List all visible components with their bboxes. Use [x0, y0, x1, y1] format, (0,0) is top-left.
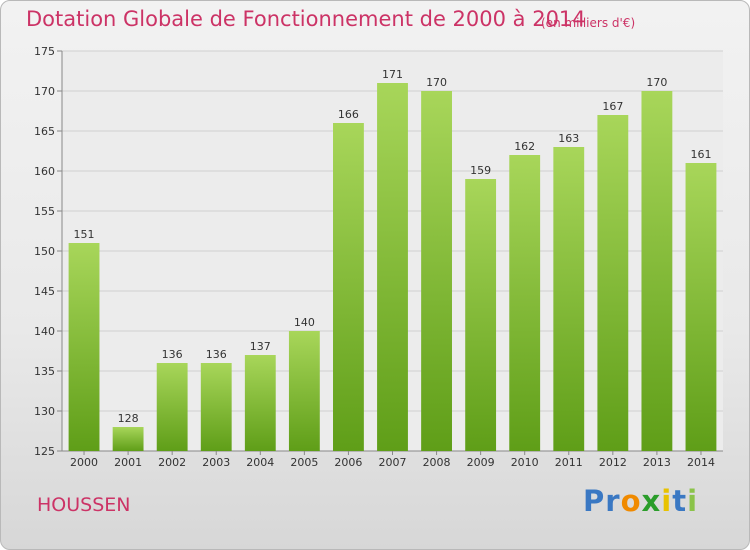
- x-tick-label-2008: 2008: [423, 456, 451, 469]
- logo-letter: P: [583, 484, 606, 518]
- y-tick-label: 170: [34, 85, 55, 98]
- y-tick-label: 130: [34, 405, 55, 418]
- y-tick-label: 160: [34, 165, 55, 178]
- y-tick-label: 135: [34, 365, 55, 378]
- label-layer: 151 128 136 136 137 140 166 171 170 159 162 163 167 1…: [74, 68, 712, 425]
- x-tick-label-2010: 2010: [511, 456, 539, 469]
- bar-2013: [641, 91, 673, 451]
- bar-2007: [377, 83, 408, 451]
- value-label-2010: 162: [514, 140, 535, 153]
- bar-layer: [68, 83, 717, 451]
- bar-2010: [509, 155, 541, 451]
- commune-name: HOUSSEN: [37, 494, 131, 516]
- x-tick-label-2001: 2001: [114, 456, 142, 469]
- x-tick-label-2003: 2003: [202, 456, 230, 469]
- y-tick-label: 175: [34, 45, 55, 58]
- bar-2009: [465, 179, 497, 451]
- y-tick-label: 140: [34, 325, 55, 338]
- value-label-2003: 136: [206, 348, 227, 361]
- value-label-2006: 166: [338, 108, 359, 121]
- bar-2008: [421, 91, 452, 451]
- bar-2006: [333, 123, 364, 451]
- value-label-2011: 163: [558, 132, 579, 145]
- y-tick-label: 145: [34, 285, 55, 298]
- logo-letter: r: [605, 484, 621, 518]
- bar-2012: [597, 115, 629, 451]
- value-label-2002: 136: [162, 348, 183, 361]
- bar-2000: [68, 243, 100, 451]
- bar-2002: [156, 363, 188, 451]
- x-tick-label-2000: 2000: [70, 456, 98, 469]
- y-tick-label: 150: [34, 245, 55, 258]
- bar-2014: [685, 163, 717, 451]
- chart-title: Dotation Globale de Fonctionnement de 20…: [26, 7, 586, 31]
- logo-letter: i: [687, 484, 699, 518]
- bar-2004: [244, 355, 276, 451]
- value-label-2000: 151: [74, 228, 95, 241]
- logo-letter: x: [641, 484, 662, 518]
- bar-2003: [200, 363, 232, 451]
- bar-2001: [112, 427, 144, 451]
- bar-2011: [553, 147, 585, 451]
- x-tick-label-2014: 2014: [687, 456, 715, 469]
- proxiti-logo: Proxiti: [583, 484, 698, 518]
- value-label-2005: 140: [294, 316, 315, 329]
- value-label-2001: 128: [118, 412, 139, 425]
- value-label-2013: 170: [646, 76, 667, 89]
- x-tick-label-2011: 2011: [555, 456, 583, 469]
- x-tick-label-2006: 2006: [334, 456, 362, 469]
- logo-letter: o: [620, 484, 642, 518]
- bar-2005: [288, 331, 320, 451]
- x-tick-label-2007: 2007: [379, 456, 407, 469]
- value-label-2004: 137: [250, 340, 271, 353]
- chart-unit-label: (en milliers d'€): [541, 16, 636, 30]
- value-label-2014: 161: [690, 148, 711, 161]
- logo-letter: t: [672, 484, 688, 518]
- x-tick-label-2009: 2009: [467, 456, 495, 469]
- x-tick-label-2012: 2012: [599, 456, 627, 469]
- value-label-2007: 171: [382, 68, 403, 81]
- value-label-2012: 167: [602, 100, 623, 113]
- x-tick-label-2005: 2005: [290, 456, 318, 469]
- x-tick-label-2013: 2013: [643, 456, 671, 469]
- logo-letter: i: [661, 484, 673, 518]
- y-tick-label: 155: [34, 205, 55, 218]
- value-label-2008: 170: [426, 76, 447, 89]
- value-label-2009: 159: [470, 164, 491, 177]
- y-tick-label: 125: [34, 445, 55, 458]
- x-tick-label-2004: 2004: [246, 456, 274, 469]
- y-tick-label: 165: [34, 125, 55, 138]
- x-tick-label-2002: 2002: [158, 456, 186, 469]
